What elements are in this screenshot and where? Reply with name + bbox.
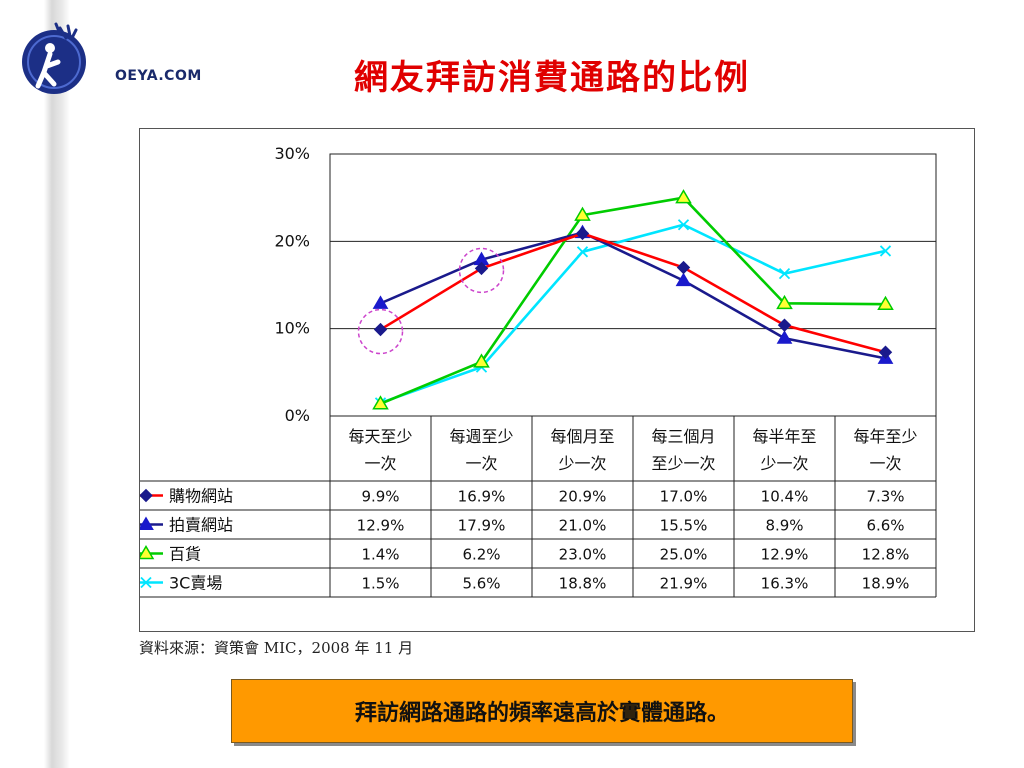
value-label: 17.0% — [660, 488, 708, 506]
category-label: 每個月至 — [550, 427, 614, 446]
data-point — [878, 345, 893, 359]
slide-title: 網友拜訪消費通路的比例 — [354, 58, 750, 98]
value-label: 6.6% — [866, 517, 904, 535]
callout-text: 拜訪網路通路的頻率遠高於實體通路。 — [354, 700, 729, 726]
data-point — [474, 261, 489, 276]
value-label: 15.5% — [660, 517, 708, 535]
series-line — [379, 231, 886, 360]
legend-marker — [140, 576, 152, 589]
legend-marker — [140, 545, 155, 560]
value-label: 23.0% — [559, 546, 607, 564]
value-label: 25.0% — [660, 546, 708, 564]
value-label: 18.9% — [862, 575, 910, 593]
value-label: 1.4% — [361, 546, 399, 564]
y-tick-label: 10% — [274, 319, 310, 338]
legend-label: 拍賣網站 — [169, 516, 233, 535]
data-point — [676, 260, 691, 275]
series-line — [380, 223, 886, 405]
category-label: 一次 — [465, 454, 497, 473]
category-label: 每天至少 — [348, 427, 412, 446]
value-label: 18.8% — [559, 575, 607, 593]
data-point — [576, 246, 589, 258]
category-label: 少一次 — [760, 454, 808, 473]
value-label: 20.9% — [559, 488, 607, 506]
logo-globe-icon — [22, 22, 86, 94]
y-tick-label: 0% — [285, 406, 310, 425]
data-point — [777, 318, 792, 332]
value-label: 16.9% — [458, 488, 506, 506]
data-point — [473, 353, 490, 368]
value-label: 17.9% — [458, 517, 506, 535]
value-label: 8.9% — [765, 517, 803, 535]
callout-box: 拜訪網路通路的頻率遠高於實體通路。 — [231, 679, 853, 743]
value-label: 12.8% — [862, 546, 910, 564]
logo-text: OEYA.COM — [115, 68, 202, 84]
source-note: 資料來源：資策會 MIC，2008 年 11 月 — [139, 639, 414, 657]
y-tick-label: 20% — [274, 231, 310, 250]
y-tick-label: 30% — [274, 144, 310, 163]
category-label: 每年至少 — [853, 427, 917, 446]
series-line — [380, 196, 886, 405]
value-label: 12.9% — [357, 517, 405, 535]
value-label: 10.4% — [761, 488, 809, 506]
chart-frame: 0% 10% 20% 30% 每天至少一次 每週至少一次 每個月至少一次 每三個月至少一次 每半… — [139, 128, 975, 632]
value-label: 5.6% — [462, 575, 500, 593]
value-label: 9.9% — [361, 488, 399, 506]
data-point — [778, 268, 791, 280]
category-label: 一次 — [869, 454, 901, 473]
data-point — [776, 330, 793, 344]
oeya-logo: OEYA.COM — [20, 22, 230, 100]
value-label: 7.3% — [866, 488, 904, 506]
series-line — [379, 232, 886, 354]
highlight-circle — [458, 247, 505, 294]
data-point — [675, 272, 692, 287]
side-decoration-bar — [0, 0, 70, 768]
data-point — [879, 245, 892, 257]
category-label: 每半年至 — [752, 427, 816, 446]
legend-label: 3C賣場 — [169, 574, 222, 593]
data-point — [776, 294, 793, 310]
data-point — [575, 226, 590, 241]
category-label: 一次 — [364, 454, 396, 473]
value-label: 16.3% — [761, 575, 809, 593]
legend-label: 百貨 — [169, 545, 201, 564]
data-point — [372, 295, 389, 309]
data-point — [877, 295, 894, 310]
legend-marker — [140, 516, 154, 530]
value-label: 6.2% — [462, 546, 500, 564]
category-label: 每三個月 — [651, 427, 715, 446]
legend-label: 購物網站 — [169, 487, 233, 506]
value-label: 21.9% — [660, 575, 708, 593]
data-point — [675, 189, 692, 204]
data-point — [373, 322, 388, 337]
category-label: 每週至少 — [449, 427, 513, 446]
category-label: 少一次 — [558, 454, 606, 473]
value-label: 12.9% — [761, 546, 809, 564]
data-point — [677, 219, 690, 231]
category-label: 至少一次 — [651, 454, 715, 473]
value-label: 1.5% — [361, 575, 399, 593]
data-point — [574, 206, 591, 221]
data-point — [372, 395, 389, 410]
legend-marker — [140, 488, 153, 503]
value-label: 21.0% — [559, 517, 607, 535]
